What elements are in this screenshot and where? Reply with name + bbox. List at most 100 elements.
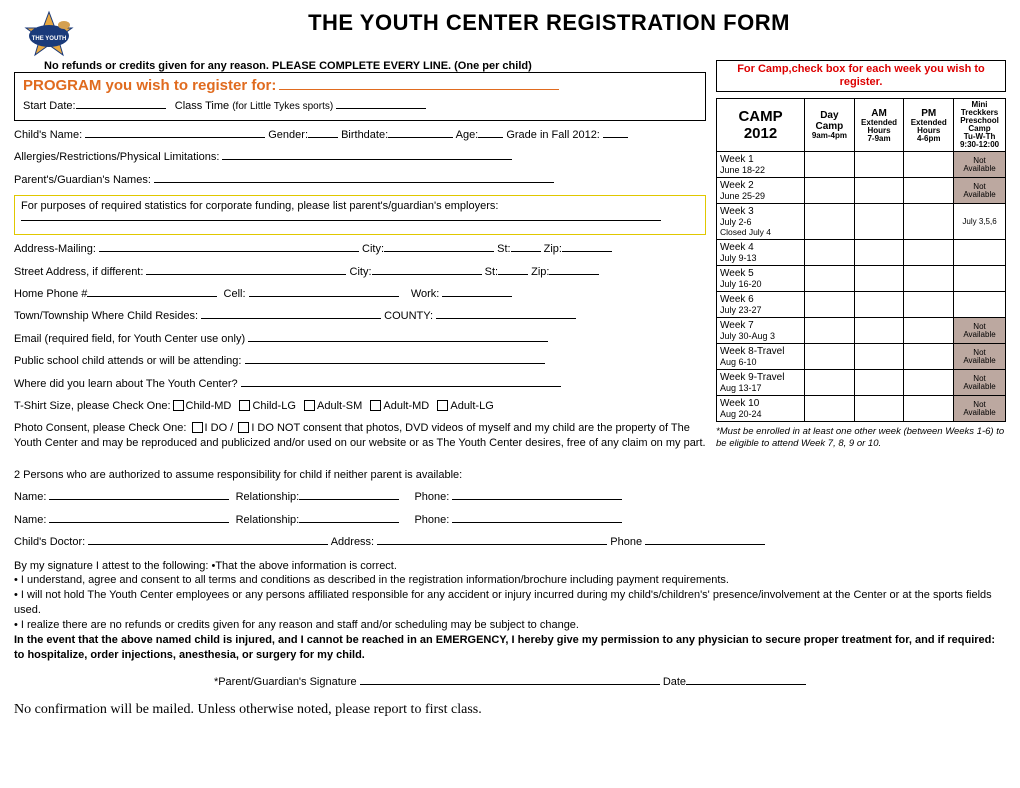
camp-checkbox[interactable] [805, 318, 855, 344]
doctor-phone-line[interactable] [645, 544, 765, 545]
grade-line[interactable] [603, 137, 628, 138]
mailing-label: Address-Mailing: [14, 243, 96, 255]
auth2-rel-line[interactable] [299, 522, 399, 523]
email-line[interactable] [248, 341, 548, 342]
parents-line[interactable] [154, 182, 554, 183]
camp-checkbox[interactable] [904, 266, 954, 292]
auth1-name-line[interactable] [49, 499, 229, 500]
auth1-rel-line[interactable] [299, 499, 399, 500]
work-line[interactable] [442, 296, 512, 297]
camp-checkbox[interactable] [805, 292, 855, 318]
st-label: St: [497, 243, 510, 255]
camp-checkbox[interactable] [805, 266, 855, 292]
birthdate-line[interactable] [388, 137, 453, 138]
camp-checkbox[interactable] [805, 240, 855, 266]
auth1-phone-line[interactable] [452, 499, 622, 500]
camp-checkbox[interactable] [854, 266, 904, 292]
camp-checkbox[interactable] [854, 396, 904, 422]
program-input-line[interactable] [279, 89, 559, 90]
allergies-line[interactable] [222, 159, 512, 160]
week-label: Week 4July 9-13 [717, 240, 805, 266]
zip2-line[interactable] [549, 274, 599, 275]
date-input-line[interactable] [686, 684, 806, 685]
age-line[interactable] [478, 137, 503, 138]
camp-checkbox[interactable] [904, 370, 954, 396]
camp-checkbox[interactable] [954, 292, 1006, 318]
camp-checkbox[interactable] [954, 266, 1006, 292]
county-line[interactable] [436, 318, 576, 319]
class-time-line[interactable] [336, 108, 426, 109]
camp-checkbox[interactable] [904, 204, 954, 240]
tshirt-check-adult-lg[interactable] [437, 400, 448, 411]
camp-checkbox[interactable] [805, 396, 855, 422]
week-label: Week 7July 30-Aug 3 [717, 318, 805, 344]
zip2-label: Zip: [531, 266, 549, 278]
camp-checkbox[interactable] [805, 370, 855, 396]
program-box: PROGRAM you wish to register for: Start … [14, 72, 706, 121]
camp-checkbox[interactable] [904, 396, 954, 422]
camp-checkbox[interactable] [805, 152, 855, 178]
camp-checkbox[interactable] [904, 240, 954, 266]
camp-instruction: For Camp,check box for each week you wis… [716, 60, 1006, 92]
signature-input-line[interactable] [360, 684, 660, 685]
home-phone-line[interactable] [87, 296, 217, 297]
camp-checkbox[interactable] [854, 292, 904, 318]
tshirt-label: T-Shirt Size, please Check One: [14, 400, 171, 412]
camp-checkbox[interactable] [805, 204, 855, 240]
gender-line[interactable] [308, 137, 338, 138]
auth2-name-line[interactable] [49, 522, 229, 523]
doctor-address-line[interactable] [377, 544, 607, 545]
camp-checkbox[interactable] [854, 178, 904, 204]
employers-line[interactable] [21, 220, 661, 221]
camp-checkbox[interactable] [854, 370, 904, 396]
camp-checkbox[interactable] [854, 204, 904, 240]
city2-line[interactable] [372, 274, 482, 275]
camp-checkbox[interactable] [904, 178, 954, 204]
camp-header: CAMP 2012 [720, 108, 801, 142]
child-name-line[interactable] [85, 137, 265, 138]
zip-line[interactable] [562, 251, 612, 252]
learn-line[interactable] [241, 386, 561, 387]
city-label: City: [362, 243, 384, 255]
camp-checkbox[interactable] [904, 152, 954, 178]
final-note: No confirmation will be mailed. Unless o… [14, 702, 1006, 718]
tshirt-check-child-md[interactable] [173, 400, 184, 411]
email-label: Email (required field, for Youth Center … [14, 333, 245, 345]
photo-check-donot[interactable] [238, 422, 249, 433]
camp-checkbox[interactable] [954, 240, 1006, 266]
camp-checkbox[interactable] [805, 178, 855, 204]
camp-checkbox[interactable] [904, 292, 954, 318]
tshirt-check-child-lg[interactable] [239, 400, 250, 411]
tshirt-check-adult-md[interactable] [370, 400, 381, 411]
school-line[interactable] [245, 363, 545, 364]
class-time-label: Class Time [175, 100, 229, 112]
auth2-phone-line[interactable] [452, 522, 622, 523]
camp-checkbox[interactable] [854, 152, 904, 178]
photo-check-do[interactable] [192, 422, 203, 433]
st2-line[interactable] [498, 274, 528, 275]
camp-checkbox[interactable]: July 3,5,6 [954, 204, 1006, 240]
tshirt-row: T-Shirt Size, please Check One:Child-MD … [14, 399, 706, 414]
doctor-name-line[interactable] [88, 544, 328, 545]
st2-label: St: [485, 266, 498, 278]
cell-line[interactable] [249, 296, 399, 297]
township-line[interactable] [201, 318, 381, 319]
city-line[interactable] [384, 251, 494, 252]
home-phone-label: Home Phone # [14, 288, 87, 300]
subtitle: No refunds or credits given for any reas… [44, 60, 706, 72]
week-label: Week 9-TravelAug 13-17 [717, 370, 805, 396]
week-label: Week 10Aug 20-24 [717, 396, 805, 422]
logo: THE YOUTH [14, 10, 84, 60]
tshirt-check-adult-sm[interactable] [304, 400, 315, 411]
camp-checkbox[interactable] [854, 318, 904, 344]
mailing-line[interactable] [99, 251, 359, 252]
camp-checkbox[interactable] [854, 344, 904, 370]
camp-checkbox[interactable] [805, 344, 855, 370]
st-line[interactable] [511, 251, 541, 252]
camp-checkbox[interactable] [904, 344, 954, 370]
start-date-line[interactable] [76, 108, 166, 109]
street-line[interactable] [146, 274, 346, 275]
grade-label: Grade in Fall 2012: [506, 129, 600, 141]
camp-checkbox[interactable] [904, 318, 954, 344]
camp-checkbox[interactable] [854, 240, 904, 266]
